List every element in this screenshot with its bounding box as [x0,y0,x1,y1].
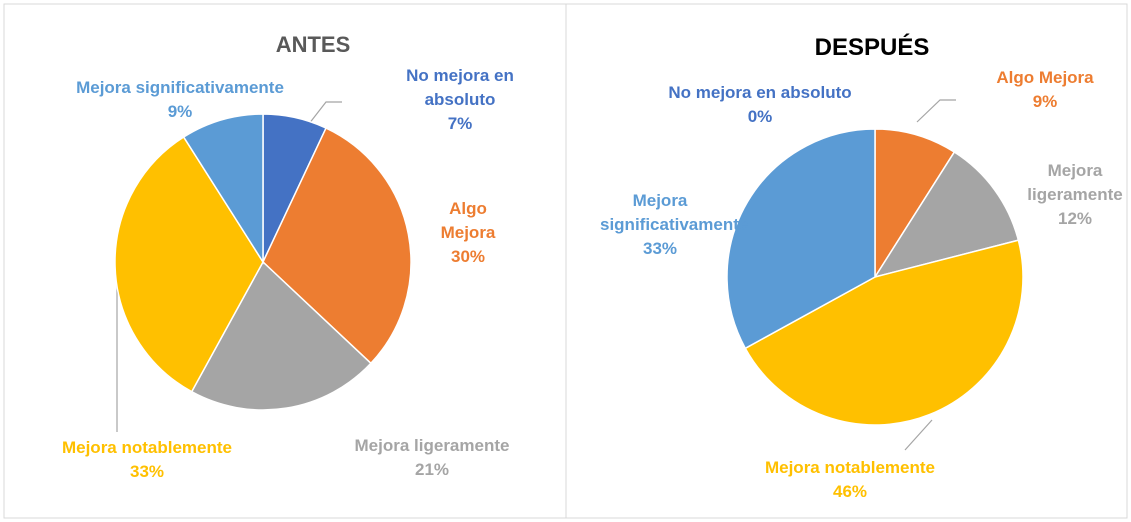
slice-label: Mejora ligeramente 21% [317,434,547,482]
slice-label: Algo Mejora 9% [980,66,1110,114]
slice-label-name: Mejora significativamente [76,78,284,97]
slice-label-value: 7% [447,114,473,133]
leader-line [916,99,956,123]
slice-label-name: Algo Mejora [440,199,496,242]
slice-label: Algo Mejora 30% [428,197,508,269]
slice-label: No mejora en absoluto 7% [380,64,540,136]
pie-slice [262,127,412,365]
pie-slice [182,113,264,265]
slice-label-name: Mejora significativamente [600,191,749,234]
slice-label-value: 33% [129,462,165,481]
slice-label-value: 9% [167,102,193,121]
slice-label-name: Mejora ligeramente [1027,161,1123,204]
slice-label-name: Mejora notablemente [61,438,233,457]
slice-label-name: Mejora ligeramente [354,436,510,455]
slice-label-name: No mejora en absoluto [668,83,852,102]
slice-label: Mejora ligeramente 12% [1020,159,1130,231]
chart-title: ANTES [275,32,351,57]
slice-label-value: 46% [832,482,868,501]
pie-slice [873,151,1020,279]
slice-label-name: No mejora en absoluto [406,66,514,109]
slice-label-value: 12% [1057,209,1093,228]
slice-label: No mejora en absoluto 0% [620,81,900,129]
slice-label-name: Mejora notablemente [764,458,936,477]
slice-label-value: 21% [414,460,450,479]
leader-line [904,419,933,451]
slice-label-name: Algo Mejora [996,68,1094,87]
pie-slice [114,136,264,393]
chart-title: DESPUÉS [814,34,930,61]
pie-slice [190,260,372,411]
slice-label-value: 9% [1032,92,1058,111]
pie-slice [874,128,956,280]
slice-label-value: 33% [642,239,678,258]
pie-slice [726,128,876,350]
slice-label-value: 0% [747,107,773,126]
slice-label: Mejora significativamente 33% [600,189,749,261]
slice-label: Mejora notablemente 46% [720,456,980,504]
slice-label: Mejora notablemente 33% [17,436,277,484]
pie-slice [744,239,1024,426]
slice-label: Mejora significativamente 9% [75,76,285,124]
slice-label-value: 30% [450,247,486,266]
